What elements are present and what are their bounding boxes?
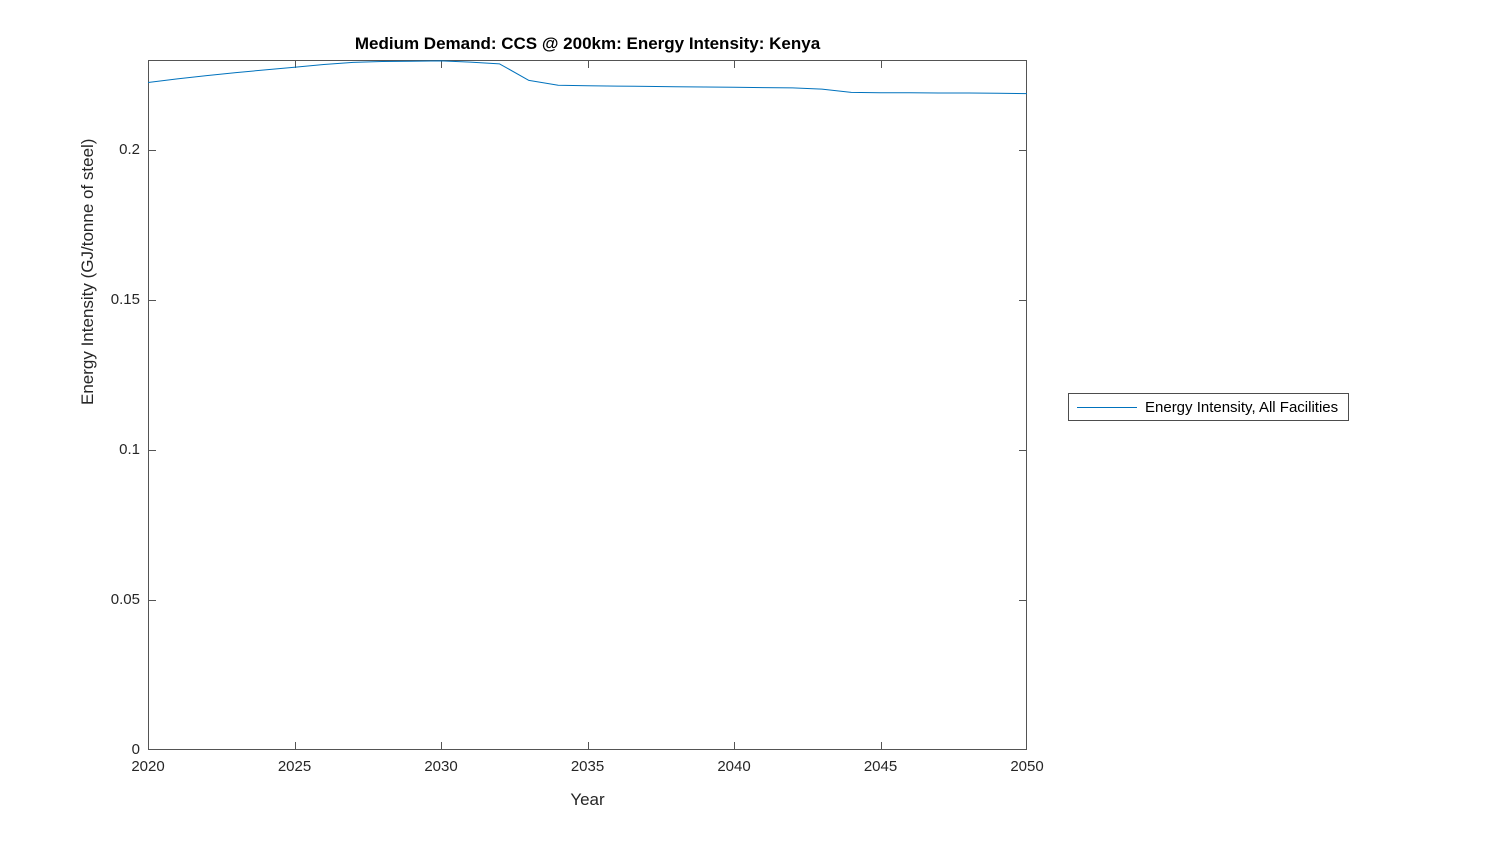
legend: Energy Intensity, All Facilities [1068,393,1350,421]
y-tick-label: 0.2 [119,141,140,158]
series-line [148,60,1027,95]
x-tick-label: 2030 [424,758,458,775]
legend-entry-label: Energy Intensity, All Facilities [1145,398,1339,416]
x-tick-label: 2045 [863,758,898,775]
x-tick-label: 2040 [717,758,751,775]
y-tick-label: 0 [131,741,140,758]
plot-svg [148,60,1027,750]
plot-area [148,60,1027,750]
legend-line-sample [1077,406,1137,408]
x-tick-label: 2025 [277,758,312,775]
x-tick-label: 2050 [1010,758,1044,775]
x-tick-label: 2035 [570,758,605,775]
x-tick-label: 2020 [131,758,165,775]
axis-box [148,60,1027,750]
y-tick-label: 0.15 [110,291,140,308]
x-axis-label: Year [570,790,605,809]
y-tick-label: 0.05 [110,591,140,608]
y-tick-label: 0.1 [119,441,140,458]
chart-title: Medium Demand: CCS @ 200km: Energy Inten… [354,34,821,53]
